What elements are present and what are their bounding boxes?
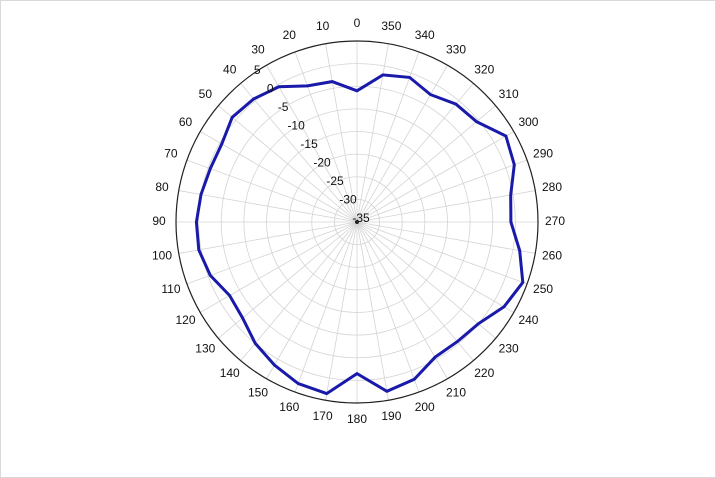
angle-tick-label: 340 — [415, 28, 435, 42]
radial-tick-label: -5 — [278, 100, 289, 114]
data-point — [477, 322, 480, 326]
radial-tick-label: -25 — [326, 174, 344, 188]
data-point — [475, 120, 478, 123]
data-point — [195, 220, 198, 224]
outer-ring — [175, 40, 539, 404]
grid-ring — [198, 63, 516, 381]
angle-tick-label: 260 — [542, 249, 562, 263]
data-point — [209, 167, 212, 170]
data-point — [252, 97, 255, 101]
radial-tick-label: -10 — [287, 119, 305, 133]
grid-ring — [288, 153, 426, 291]
angle-tick-label: 30 — [251, 43, 265, 57]
angle-tick-label: 130 — [195, 341, 215, 355]
angle-tick-label: 150 — [248, 386, 268, 400]
data-point — [504, 134, 508, 138]
grid-ring — [333, 198, 381, 246]
angle-tick-label: 220 — [474, 366, 494, 380]
angle-tick-label: 200 — [415, 400, 435, 414]
data-point — [241, 316, 244, 320]
grid-ring — [311, 176, 403, 268]
data-point — [518, 249, 521, 252]
grid-ring — [220, 85, 494, 359]
data-point — [306, 84, 309, 88]
data-point — [199, 193, 203, 196]
data-point — [228, 294, 231, 297]
data-point — [521, 281, 525, 284]
angle-tick-label: 20 — [283, 28, 297, 42]
angle-tick-label: 50 — [199, 87, 213, 101]
angle-tick-label: 300 — [518, 115, 538, 129]
data-point — [456, 340, 459, 343]
radial-tick-label: 0 — [267, 81, 274, 95]
data-point — [220, 142, 224, 146]
angle-tick-label: 310 — [499, 87, 519, 101]
data-point — [502, 305, 506, 309]
series-line — [194, 73, 525, 396]
angle-tick-label: 290 — [533, 146, 553, 160]
angle-tick-label: 280 — [542, 180, 562, 194]
angle-tick-label: 10 — [316, 19, 330, 33]
data-point — [209, 274, 212, 277]
radial-tick-label: 5 — [254, 63, 261, 77]
angle-tick-label: 70 — [164, 146, 178, 160]
grid-ring — [243, 108, 471, 336]
data-point — [231, 116, 234, 119]
angle-tick-label: 320 — [474, 62, 494, 76]
series-layer — [194, 73, 525, 396]
radial-tick-label: -35 — [352, 211, 370, 225]
labels: 0102030405060708090100110120130140150160… — [152, 16, 565, 426]
angle-tick-label: 40 — [223, 62, 237, 76]
center-point — [355, 220, 359, 224]
angle-tick-label: 140 — [220, 366, 240, 380]
data-point — [253, 342, 257, 345]
data-point — [429, 93, 432, 96]
angle-tick-label: 110 — [161, 282, 180, 296]
data-point — [513, 163, 516, 166]
angle-tick-label: 250 — [533, 282, 553, 296]
angle-tick-label: 240 — [518, 313, 538, 327]
data-point — [325, 392, 328, 395]
angle-tick-label: 170 — [313, 409, 333, 423]
data-point — [197, 248, 201, 252]
data-point — [277, 85, 281, 89]
data-point — [273, 363, 276, 367]
angle-tick-label: 60 — [179, 115, 193, 129]
angle-tick-label: 120 — [176, 313, 196, 327]
grid — [175, 40, 539, 404]
angle-tick-label: 180 — [347, 412, 367, 426]
data-point — [413, 378, 416, 381]
angle-tick-label: 230 — [499, 341, 519, 355]
data-point — [509, 193, 512, 197]
data-point — [381, 73, 385, 77]
radial-tick-label: -15 — [300, 137, 318, 151]
data-point — [433, 355, 437, 359]
angle-tick-label: 160 — [279, 400, 299, 414]
angle-tick-label: 90 — [152, 214, 166, 228]
radial-tick-label: -20 — [313, 156, 331, 170]
angle-tick-label: 0 — [354, 16, 361, 30]
angle-tick-label: 330 — [446, 43, 466, 57]
angle-tick-label: 210 — [446, 386, 466, 400]
data-point — [355, 89, 359, 92]
angle-tick-label: 270 — [545, 214, 565, 228]
angle-tick-label: 350 — [381, 19, 401, 33]
data-point — [509, 220, 513, 224]
data-point — [331, 80, 334, 83]
angle-tick-label: 100 — [152, 249, 172, 263]
data-point — [385, 390, 389, 393]
data-point — [408, 76, 411, 79]
radial-tick-label: -30 — [339, 193, 357, 207]
angle-tick-label: 190 — [381, 409, 401, 423]
data-point — [355, 372, 359, 375]
grid-ring — [266, 131, 448, 313]
angle-tick-label: 80 — [155, 180, 169, 194]
data-point — [454, 102, 458, 106]
data-point — [296, 382, 300, 385]
